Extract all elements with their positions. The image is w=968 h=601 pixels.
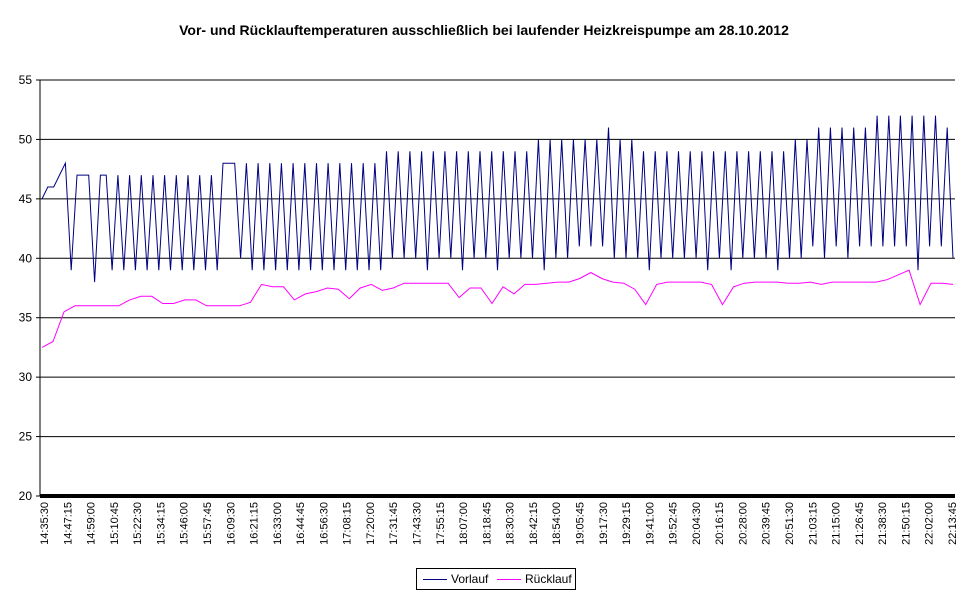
x-tick-label: 15:57:45 bbox=[202, 502, 214, 545]
x-tick-label: 18:54:00 bbox=[551, 502, 563, 545]
x-tick-label: 17:55:15 bbox=[435, 502, 447, 545]
x-tick-label: 18:42:15 bbox=[528, 502, 540, 545]
x-tick-label: 19:41:00 bbox=[644, 502, 656, 545]
x-tick-label: 20:39:45 bbox=[761, 502, 773, 545]
x-tick-label: 14:47:15 bbox=[62, 502, 74, 545]
x-tick-label: 14:59:00 bbox=[86, 502, 98, 545]
legend-entry-ruecklauf: Rücklauf bbox=[497, 572, 572, 586]
x-tick-label: 15:22:30 bbox=[132, 502, 144, 545]
x-tick-label: 19:05:45 bbox=[574, 502, 586, 545]
x-tick-label: 22:13:45 bbox=[947, 502, 959, 545]
x-tick-label: 15:46:00 bbox=[179, 502, 191, 545]
x-tick-label: 16:44:45 bbox=[295, 502, 307, 545]
y-tick-label: 30 bbox=[19, 370, 33, 384]
series-lines bbox=[41, 115, 954, 348]
y-axis: 20 25 30 35 40 45 50 55 bbox=[19, 73, 41, 503]
x-tick-label: 16:33:00 bbox=[272, 502, 284, 545]
y-tick-label: 35 bbox=[19, 311, 33, 325]
x-tick-label: 17:08:15 bbox=[342, 502, 354, 545]
x-tick-label: 16:09:30 bbox=[225, 502, 237, 545]
legend-label-vorlauf: Vorlauf bbox=[451, 572, 489, 586]
x-tick-label: 19:29:15 bbox=[621, 502, 633, 545]
legend: Vorlauf Rücklauf bbox=[416, 568, 576, 590]
x-tick-label: 21:15:00 bbox=[831, 502, 843, 545]
y-tick-label: 55 bbox=[19, 73, 33, 87]
y-tick-label: 45 bbox=[19, 192, 33, 206]
x-tick-label: 22:02:00 bbox=[924, 502, 936, 545]
x-tick-label: 18:30:30 bbox=[505, 502, 517, 545]
x-axis: 14:35:30 14:47:15 14:59:00 15:10:45 15:22:30… bbox=[39, 494, 959, 545]
x-tick-label: 20:51:30 bbox=[784, 502, 796, 545]
x-tick-label: 18:07:00 bbox=[458, 502, 470, 545]
legend-label-ruecklauf: Rücklauf bbox=[525, 572, 572, 586]
x-tick-label: 17:20:00 bbox=[365, 502, 377, 545]
x-tick-label: 17:31:45 bbox=[388, 502, 400, 545]
y-tick-label: 25 bbox=[19, 430, 33, 444]
x-tick-label: 21:38:30 bbox=[877, 502, 889, 545]
x-tick-label: 20:04:30 bbox=[691, 502, 703, 545]
x-tick-label: 20:16:15 bbox=[714, 502, 726, 545]
x-tick-label: 19:52:45 bbox=[668, 502, 680, 545]
x-tick-label: 21:26:45 bbox=[854, 502, 866, 545]
x-tick-label: 20:28:00 bbox=[737, 502, 749, 545]
x-tick-label: 17:43:30 bbox=[412, 502, 424, 545]
legend-entry-vorlauf: Vorlauf bbox=[423, 572, 488, 586]
x-tick-label: 19:17:30 bbox=[598, 502, 610, 545]
series-line-ruecklauf bbox=[41, 269, 954, 348]
y-tick-label: 40 bbox=[19, 251, 33, 265]
x-tick-label: 16:56:30 bbox=[318, 502, 330, 545]
y-tick-label: 20 bbox=[19, 489, 33, 503]
x-tick-label: 18:18:45 bbox=[481, 502, 493, 545]
x-tick-label: 15:34:15 bbox=[155, 502, 167, 545]
chart-title: Vor- und Rücklauftemperaturen ausschließ… bbox=[179, 22, 789, 38]
y-tick-label: 50 bbox=[19, 132, 33, 146]
x-tick-label: 21:50:15 bbox=[900, 502, 912, 545]
legend-swatch-vorlauf bbox=[423, 578, 447, 580]
series-line-vorlauf bbox=[41, 115, 954, 283]
x-tick-label: 14:35:30 bbox=[39, 502, 51, 545]
x-tick-label: 16:21:15 bbox=[249, 502, 261, 545]
x-tick-label: 21:03:15 bbox=[807, 502, 819, 545]
x-tick-label: 15:10:45 bbox=[109, 502, 121, 545]
legend-swatch-ruecklauf bbox=[497, 578, 521, 580]
